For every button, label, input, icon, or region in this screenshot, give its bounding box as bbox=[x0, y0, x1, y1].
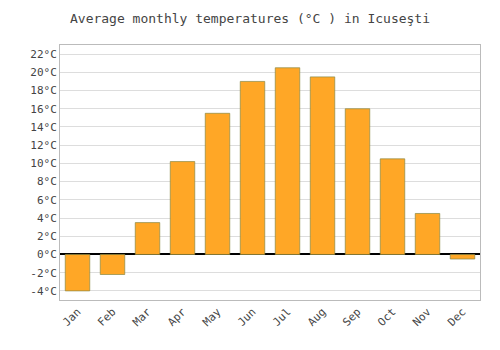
svg-text:Nov: Nov bbox=[410, 305, 434, 329]
svg-text:-4°C: -4°C bbox=[30, 285, 57, 298]
svg-text:Sep: Sep bbox=[340, 306, 363, 329]
svg-text:Average monthly temperatures (: Average monthly temperatures (°C ) in Ic… bbox=[70, 11, 430, 26]
svg-text:8°C: 8°C bbox=[37, 175, 57, 188]
svg-text:14°C: 14°C bbox=[30, 121, 57, 134]
svg-text:6°C: 6°C bbox=[37, 194, 57, 207]
svg-text:Jul: Jul bbox=[270, 306, 293, 329]
svg-text:May: May bbox=[200, 305, 224, 329]
svg-text:Feb: Feb bbox=[95, 306, 118, 329]
svg-text:22°C: 22°C bbox=[30, 48, 57, 61]
svg-text:20°C: 20°C bbox=[30, 66, 57, 79]
svg-text:Jun: Jun bbox=[235, 306, 258, 329]
svg-text:10°C: 10°C bbox=[30, 157, 57, 170]
svg-text:Jan: Jan bbox=[60, 306, 83, 329]
svg-text:Aug: Aug bbox=[305, 306, 328, 329]
svg-text:Oct: Oct bbox=[375, 306, 398, 329]
svg-text:12°C: 12°C bbox=[30, 139, 57, 152]
svg-text:0°C: 0°C bbox=[37, 248, 57, 261]
svg-text:Dec: Dec bbox=[445, 306, 468, 329]
svg-text:-2°C: -2°C bbox=[30, 267, 57, 280]
svg-text:Mar: Mar bbox=[130, 305, 154, 329]
svg-text:2°C: 2°C bbox=[37, 230, 57, 243]
svg-text:18°C: 18°C bbox=[30, 84, 57, 97]
svg-text:Apr: Apr bbox=[165, 305, 189, 329]
svg-text:4°C: 4°C bbox=[37, 212, 57, 225]
svg-text:16°C: 16°C bbox=[30, 103, 57, 116]
